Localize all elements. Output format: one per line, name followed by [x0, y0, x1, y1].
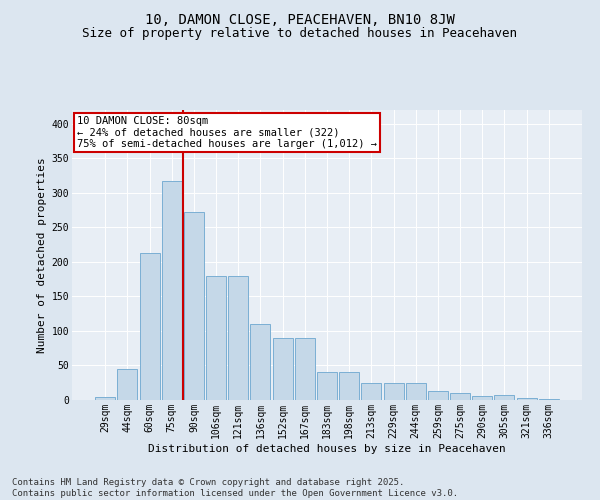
Bar — [494, 395, 514, 400]
Text: 10, DAMON CLOSE, PEACEHAVEN, BN10 8JW: 10, DAMON CLOSE, PEACEHAVEN, BN10 8JW — [145, 12, 455, 26]
Bar — [517, 398, 536, 400]
Bar — [95, 396, 115, 400]
Bar — [450, 393, 470, 400]
Text: Size of property relative to detached houses in Peacehaven: Size of property relative to detached ho… — [83, 28, 517, 40]
Text: Contains HM Land Registry data © Crown copyright and database right 2025.
Contai: Contains HM Land Registry data © Crown c… — [12, 478, 458, 498]
Bar — [361, 384, 382, 400]
Bar — [472, 396, 492, 400]
Bar — [339, 372, 359, 400]
Text: 10 DAMON CLOSE: 80sqm
← 24% of detached houses are smaller (322)
75% of semi-det: 10 DAMON CLOSE: 80sqm ← 24% of detached … — [77, 116, 377, 149]
Bar — [206, 276, 226, 400]
X-axis label: Distribution of detached houses by size in Peacehaven: Distribution of detached houses by size … — [148, 444, 506, 454]
Bar — [295, 338, 315, 400]
Bar — [118, 369, 137, 400]
Bar — [184, 212, 204, 400]
Bar — [140, 253, 160, 400]
Bar — [228, 276, 248, 400]
Bar — [162, 181, 182, 400]
Y-axis label: Number of detached properties: Number of detached properties — [37, 157, 47, 353]
Bar — [250, 324, 271, 400]
Bar — [272, 338, 293, 400]
Bar — [428, 391, 448, 400]
Bar — [383, 382, 404, 400]
Bar — [317, 372, 337, 400]
Bar — [406, 382, 426, 400]
